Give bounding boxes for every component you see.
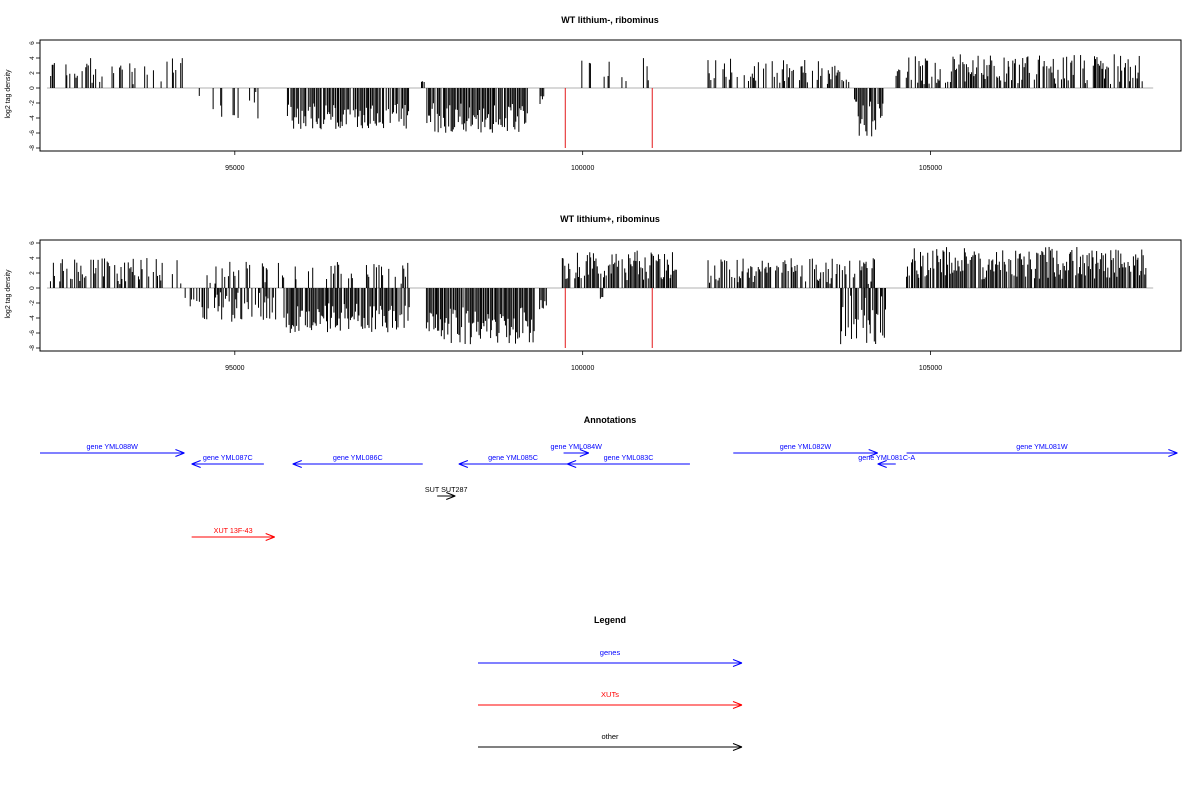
annotations-title: Annotations [584, 415, 637, 425]
feature-label: gene YML081C-A [858, 453, 915, 462]
panel-lithium-minus: WT lithium-, ribominus log2 tag density … [5, 15, 1182, 172]
feature-arrow [458, 460, 568, 468]
x-tick-label: 95000 [225, 165, 245, 172]
feature-label: gene YML086C [333, 453, 383, 462]
bars [46, 54, 1154, 148]
y-tick-label: -2 [29, 100, 36, 106]
feature-arrow [563, 449, 590, 457]
y-tick-label: 4 [29, 56, 36, 60]
feature-arrow [191, 533, 275, 541]
y-tick-label: 2 [29, 71, 36, 75]
bars [46, 246, 1154, 348]
feature-label: gene YML081W [1016, 442, 1068, 451]
y-tick-label: 4 [29, 256, 36, 260]
annotation-features: gene YML088W gene YML087C gene YML086C gene… [40, 442, 1178, 541]
legend-label: XUTs [601, 690, 619, 699]
plot-frame [39, 239, 1182, 352]
panel-title: WT lithium-, ribominus [561, 15, 659, 25]
feature-label: gene YML083C [604, 453, 654, 462]
legend-items: genes XUTs other [478, 648, 743, 751]
y-tick-label: -8 [29, 345, 36, 351]
feature-arrow [733, 449, 878, 457]
feature-arrow [906, 449, 1178, 457]
feature-arrow [191, 460, 264, 468]
panel-lithium-plus: WT lithium+, ribominus log2 tag density … [5, 214, 1182, 372]
y-tick-label: -4 [29, 315, 36, 321]
legend-arrow [478, 701, 743, 709]
y-tick-label: -6 [29, 330, 36, 336]
feature-arrow [437, 492, 456, 500]
y-tick-label: 2 [29, 271, 36, 275]
feature-label: XUT 13F-43 [214, 526, 253, 535]
y-tick-label: 0 [29, 86, 36, 90]
axes: -8 -6 -4 -2 0 2 4 6 95000 100000 105000 [29, 239, 1182, 372]
feature-arrow [877, 460, 896, 468]
legend-arrow [478, 659, 743, 667]
feature-label: gene YML085C [488, 453, 538, 462]
y-tick-label: 0 [29, 286, 36, 290]
y-tick-label: 6 [29, 41, 36, 45]
feature-arrow [292, 460, 423, 468]
x-tick-label: 100000 [571, 165, 594, 172]
y-tick-label: -8 [29, 145, 36, 151]
legend-label: other [601, 732, 619, 741]
feature-label: gene YML084W [550, 442, 602, 451]
axes: -8 -6 -4 -2 0 2 4 6 95000 100000 105000 [29, 39, 1182, 172]
panel-title: WT lithium+, ribominus [560, 214, 660, 224]
feature-label: gene YML082W [780, 442, 832, 451]
y-tick-label: -2 [29, 300, 36, 306]
x-tick-label: 105000 [919, 365, 942, 372]
x-tick-label: 95000 [225, 365, 245, 372]
feature-label: SUT SUT287 [425, 485, 468, 494]
plot-frame [39, 39, 1182, 152]
y-axis-label: log2 tag density [5, 269, 12, 319]
feature-arrow [566, 460, 690, 468]
x-tick-label: 105000 [919, 165, 942, 172]
feature-label: gene YML088W [87, 442, 139, 451]
legend-label: genes [600, 648, 621, 657]
y-axis-label: log2 tag density [5, 69, 12, 119]
y-tick-label: 6 [29, 241, 36, 245]
y-tick-label: -6 [29, 130, 36, 136]
y-tick-label: -4 [29, 115, 36, 121]
legend-arrow [478, 743, 743, 751]
legend: Legend genes XUTs other [478, 615, 743, 751]
x-tick-label: 100000 [571, 365, 594, 372]
feature-arrow [40, 449, 185, 457]
feature-label: gene YML087C [203, 453, 253, 462]
legend-title: Legend [594, 615, 626, 625]
